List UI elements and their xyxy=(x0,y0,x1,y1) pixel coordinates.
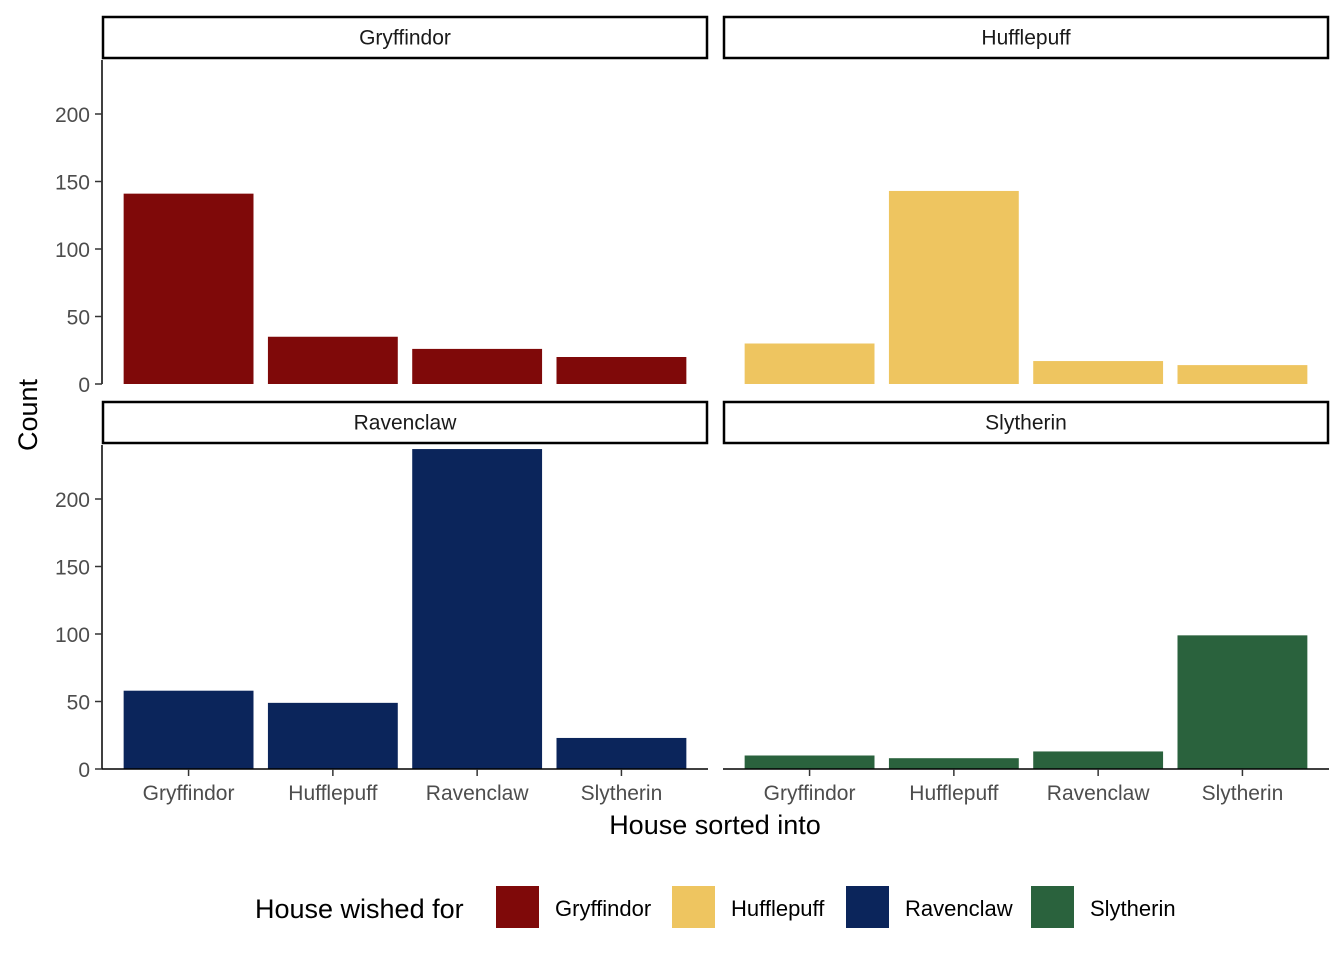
bar-gryffindor-hufflepuff xyxy=(267,336,398,384)
x-tick-label: Gryffindor xyxy=(764,782,856,805)
facet-strip-label: Ravenclaw xyxy=(354,412,458,435)
legend-key-slytherin xyxy=(1031,886,1074,928)
legend-key-hufflepuff xyxy=(672,886,715,928)
bar-ravenclaw-hufflepuff xyxy=(267,702,398,769)
y-tick-label: 200 xyxy=(55,489,90,512)
facet-slytherin: Slytherin Gryffindor Hufflepuff Ravenclaw Sl… xyxy=(722,400,1330,805)
legend-key-gryffindor xyxy=(496,886,539,928)
y-tick-label: 0 xyxy=(78,374,90,397)
bar-ravenclaw-gryffindor xyxy=(123,690,254,769)
bar-gryffindor-ravenclaw xyxy=(412,348,543,384)
bar-slytherin-gryffindor xyxy=(744,755,875,769)
facet-strip-ravenclaw xyxy=(101,400,709,445)
legend-label-hufflepuff: Hufflepuff xyxy=(731,896,825,921)
bar-gryffindor-slytherin xyxy=(556,357,687,384)
bar-slytherin-slytherin xyxy=(1177,635,1308,769)
y-tick-label: 100 xyxy=(55,624,90,647)
x-tick-label: Hufflepuff xyxy=(288,782,377,805)
bar-gryffindor-gryffindor xyxy=(123,193,254,384)
y-tick-label: 150 xyxy=(55,557,90,580)
y-tick-label: 50 xyxy=(67,307,90,330)
legend-label-slytherin: Slytherin xyxy=(1090,896,1176,921)
x-tick-label: Gryffindor xyxy=(143,782,235,805)
y-tick-label: 50 xyxy=(67,692,90,715)
facet-strip-hufflepuff xyxy=(722,15,1330,60)
facet-strip-label: Gryffindor xyxy=(359,27,451,50)
x-axis-title: House sorted into xyxy=(609,810,821,840)
bar-hufflepuff-gryffindor xyxy=(744,343,875,384)
facet-hufflepuff: Hufflepuff xyxy=(722,15,1330,384)
x-tick-label: Slytherin xyxy=(1202,782,1284,805)
bar-slytherin-hufflepuff xyxy=(888,758,1019,769)
bar-hufflepuff-hufflepuff xyxy=(888,190,1019,384)
y-tick-label: 100 xyxy=(55,239,90,262)
x-tick-label: Slytherin xyxy=(581,782,663,805)
legend-title: House wished for xyxy=(255,894,464,924)
bar-hufflepuff-ravenclaw xyxy=(1033,361,1164,384)
bar-ravenclaw-ravenclaw xyxy=(412,449,543,769)
legend-key-ravenclaw xyxy=(846,886,889,928)
x-tick-label: Ravenclaw xyxy=(1047,782,1151,805)
facet-strip-gryffindor xyxy=(101,15,709,60)
legend-label-ravenclaw: Ravenclaw xyxy=(905,896,1013,921)
facet-panels: Gryffindor050100150200HufflepuffRavencla… xyxy=(55,15,1330,805)
bar-hufflepuff-slytherin xyxy=(1177,365,1308,384)
y-tick-label: 200 xyxy=(55,104,90,127)
facet-strip-label: Hufflepuff xyxy=(981,27,1070,50)
x-tick-label: Hufflepuff xyxy=(909,782,998,805)
y-tick-label: 0 xyxy=(78,759,90,782)
x-tick-label: Ravenclaw xyxy=(426,782,530,805)
facet-strip-label: Slytherin xyxy=(985,412,1067,435)
legend-label-gryffindor: Gryffindor xyxy=(555,896,651,921)
bar-ravenclaw-slytherin xyxy=(556,737,687,769)
facet-strip-slytherin xyxy=(722,400,1330,445)
legend: House wished for Gryffindor Hufflepuff Rav… xyxy=(255,886,1176,928)
y-axis-title: Count xyxy=(13,378,43,451)
bar-slytherin-ravenclaw xyxy=(1033,751,1164,769)
facet-gryffindor: Gryffindor 0 50 100 150 200 xyxy=(55,15,709,397)
facet-ravenclaw: Ravenclaw 0 50 100 150 200 Gryffindor Hufflepuf… xyxy=(55,400,709,805)
y-tick-label: 150 xyxy=(55,172,90,195)
